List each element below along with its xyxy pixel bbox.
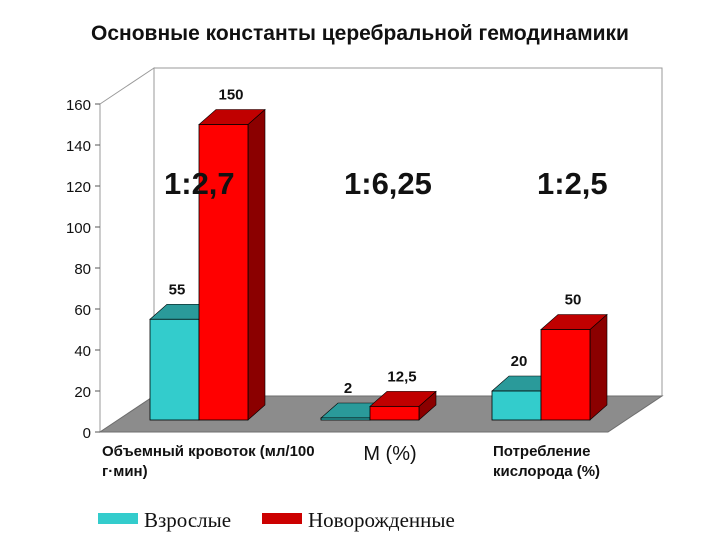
legend-label-adults: Взрослые	[144, 508, 232, 532]
bar-newborns-oxygen-side	[589, 313, 608, 421]
data-label-adults-blood-flow: 55	[169, 281, 186, 298]
data-label-adults-m: 2	[344, 380, 352, 397]
bar-adults-m	[320, 417, 371, 421]
bar-newborns-oxygen	[540, 329, 591, 421]
legend-swatch-adults	[98, 513, 138, 524]
data-label-adults-oxygen: 20	[511, 353, 528, 370]
category-label-m: М (%)	[363, 443, 417, 465]
ratio-label-blood-flow: 1:2,7	[164, 166, 235, 201]
category-label-oxygen: Потребление кислорода (%)	[493, 443, 601, 480]
bar-newborns-blood-flow	[198, 124, 249, 421]
data-label-newborns-blood-flow: 150	[218, 87, 243, 104]
y-tick-label: 140	[66, 138, 91, 155]
y-tick-label: 160	[66, 97, 91, 114]
y-tick-label: 0	[83, 425, 91, 442]
y-tick-label: 100	[66, 220, 91, 237]
chart-title: Основные константы церебральной гемодина…	[91, 22, 629, 45]
ratio-label-oxygen: 1:2,5	[537, 166, 608, 201]
y-tick-label: 120	[66, 179, 91, 196]
legend-label-newborns: Новорожденные	[308, 508, 455, 532]
y-tick-label: 60	[74, 302, 91, 319]
ratio-label-m: 1:6,25	[344, 166, 432, 201]
y-tick-label: 80	[74, 261, 91, 278]
data-label-newborns-oxygen: 50	[565, 292, 582, 309]
bar-newborns-blood-flow-side	[247, 108, 266, 421]
category-label-blood-flow: Объемный кровоток (мл/100 г·мин)	[102, 443, 315, 480]
bar-adults-blood-flow	[149, 318, 200, 421]
y-tick-label: 40	[74, 343, 91, 360]
data-label-newborns-m: 12,5	[387, 368, 416, 385]
legend-swatch-newborns	[262, 513, 302, 524]
side-wall	[99, 67, 155, 433]
y-tick-label: 20	[74, 384, 91, 401]
bar-newborns-m	[369, 405, 420, 421]
bar-adults-oxygen	[491, 390, 542, 421]
